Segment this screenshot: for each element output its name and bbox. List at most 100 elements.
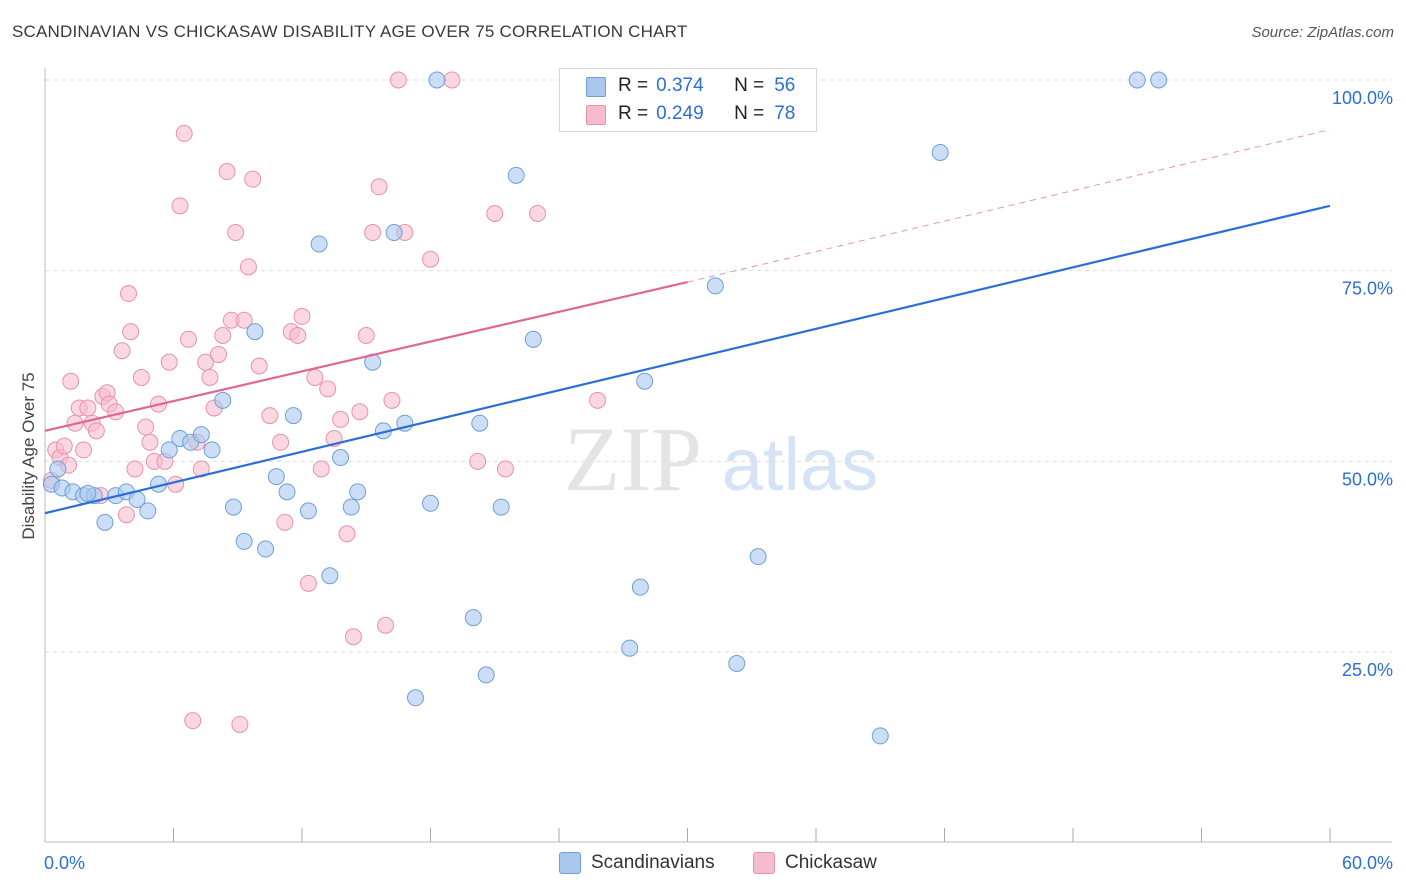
chickasaw-point (141, 433, 159, 451)
scandinavian-point (284, 407, 302, 425)
scandinavian-point (246, 323, 264, 341)
r-value: 0.249 (656, 103, 704, 124)
chickasaw-point (351, 403, 369, 421)
chickasaw-point (235, 311, 253, 329)
chickasaw-point (239, 258, 257, 276)
n-label: N = (734, 75, 765, 96)
chickasaw-point (120, 285, 138, 303)
chickasaw-point (357, 326, 375, 344)
y-axis-label: Disability Age Over 75 (19, 372, 38, 539)
chickasaw-point (338, 525, 356, 543)
chickasaw-point (62, 372, 80, 390)
scandinavian-point (299, 502, 317, 520)
r-label: R = (618, 103, 649, 124)
scandinavian-point (332, 449, 350, 467)
x-tick-labels: 0.0% 60.0% (44, 853, 1393, 873)
grid-lines (45, 79, 1392, 653)
y-tick-label: 25.0% (1342, 660, 1393, 680)
scandinavian-point (203, 441, 221, 459)
scandinavian-point (749, 548, 767, 566)
chickasaw-point (319, 380, 337, 398)
chickasaw-point (312, 460, 330, 478)
scandinavian-point (407, 689, 425, 707)
scandinavian-point (477, 666, 495, 684)
scandinavian-point (349, 483, 367, 501)
scandinavian-point (96, 513, 114, 531)
scandinavian-point (139, 502, 157, 520)
source-label: Source: ZipAtlas.com (1251, 24, 1394, 41)
chickasaw-point (214, 326, 232, 344)
scandinavian-point (631, 578, 649, 596)
scandinavian-point (507, 166, 525, 184)
legend-label: Scandinavians (591, 852, 715, 873)
scandinavian-point (471, 414, 489, 432)
r-value: 0.374 (656, 75, 704, 96)
chickasaw-point (192, 460, 210, 478)
chickasaw-point (126, 460, 144, 478)
chickasaw-point (529, 204, 547, 222)
scandinavian-point (422, 494, 439, 512)
legend-item-scandinavians[interactable]: Scandinavians (559, 852, 715, 874)
chickasaw-point (175, 124, 193, 142)
watermark-zip: ZIP (564, 408, 702, 510)
n-value: 56 (774, 75, 796, 96)
chickasaw-point (443, 71, 461, 89)
chickasaw-point (75, 441, 93, 459)
trend-lines (44, 129, 1331, 515)
chickasaw-point (293, 307, 311, 325)
n-label: N = (734, 103, 765, 124)
scandinavian-point (1128, 71, 1146, 89)
chickasaw-point (261, 407, 279, 425)
chickasaw-point (218, 163, 236, 181)
r-label: R = (618, 75, 649, 96)
chickasaw-point (227, 224, 245, 242)
chickasaw-point (55, 437, 73, 455)
scandinavian-point (728, 654, 746, 672)
scandinavians-trend-line (44, 204, 1331, 515)
legend-row-scandinavians: R = 0.374 N = 56 (586, 73, 795, 99)
pink-swatch-icon (586, 105, 606, 125)
y-tick-label: 100.0% (1332, 88, 1393, 108)
blue-square-icon (559, 852, 581, 874)
scandinavian-point (342, 498, 360, 516)
scandinavian-point (428, 71, 446, 89)
scandinavian-point (385, 224, 403, 242)
scandinavian-point (636, 372, 654, 390)
scandinavian-point (214, 391, 232, 409)
chickasaw-point (469, 452, 487, 470)
scandinavian-point (160, 441, 178, 459)
chickasaw-point (299, 574, 317, 592)
scandinavian-point (192, 426, 210, 444)
chickasaw-point (276, 513, 294, 531)
scandinavian-point (492, 498, 510, 516)
chickasaw-point (137, 418, 155, 436)
chickasaw-point (171, 197, 189, 215)
chickasaw-point (113, 342, 131, 360)
scandinavian-point (621, 639, 639, 657)
chickasaw-point (201, 368, 219, 386)
axes (44, 68, 1392, 843)
chart-title: SCANDINAVIAN VS CHICKASAW DISABILITY AGE… (12, 22, 688, 41)
chickasaw-point (209, 346, 227, 364)
scandinavian-point (931, 143, 949, 161)
legend-item-chickasaw[interactable]: Chickasaw (753, 852, 877, 874)
chickasaw-point (132, 368, 150, 386)
correlation-legend: R = 0.374 N = 56 R = 0.249 N = 78 (559, 68, 817, 132)
chickasaw-point (250, 357, 268, 375)
chickasaw-point (244, 170, 262, 188)
scandinavian-point (257, 540, 275, 558)
chickasaw-point (389, 71, 407, 89)
chickasaw-point (160, 353, 178, 371)
scandinavian-point (224, 498, 242, 516)
chickasaw-point (179, 330, 197, 348)
chickasaw-point (306, 368, 324, 386)
chickasaw-point (184, 712, 202, 730)
blue-swatch-icon (586, 77, 606, 97)
scandinavian-point (267, 468, 285, 486)
chickasaw-point (332, 410, 350, 428)
scandinavian-point (321, 567, 339, 585)
legend-label: Chickasaw (785, 852, 877, 873)
chickasaw-point (370, 178, 388, 196)
pink-square-icon (753, 852, 775, 874)
